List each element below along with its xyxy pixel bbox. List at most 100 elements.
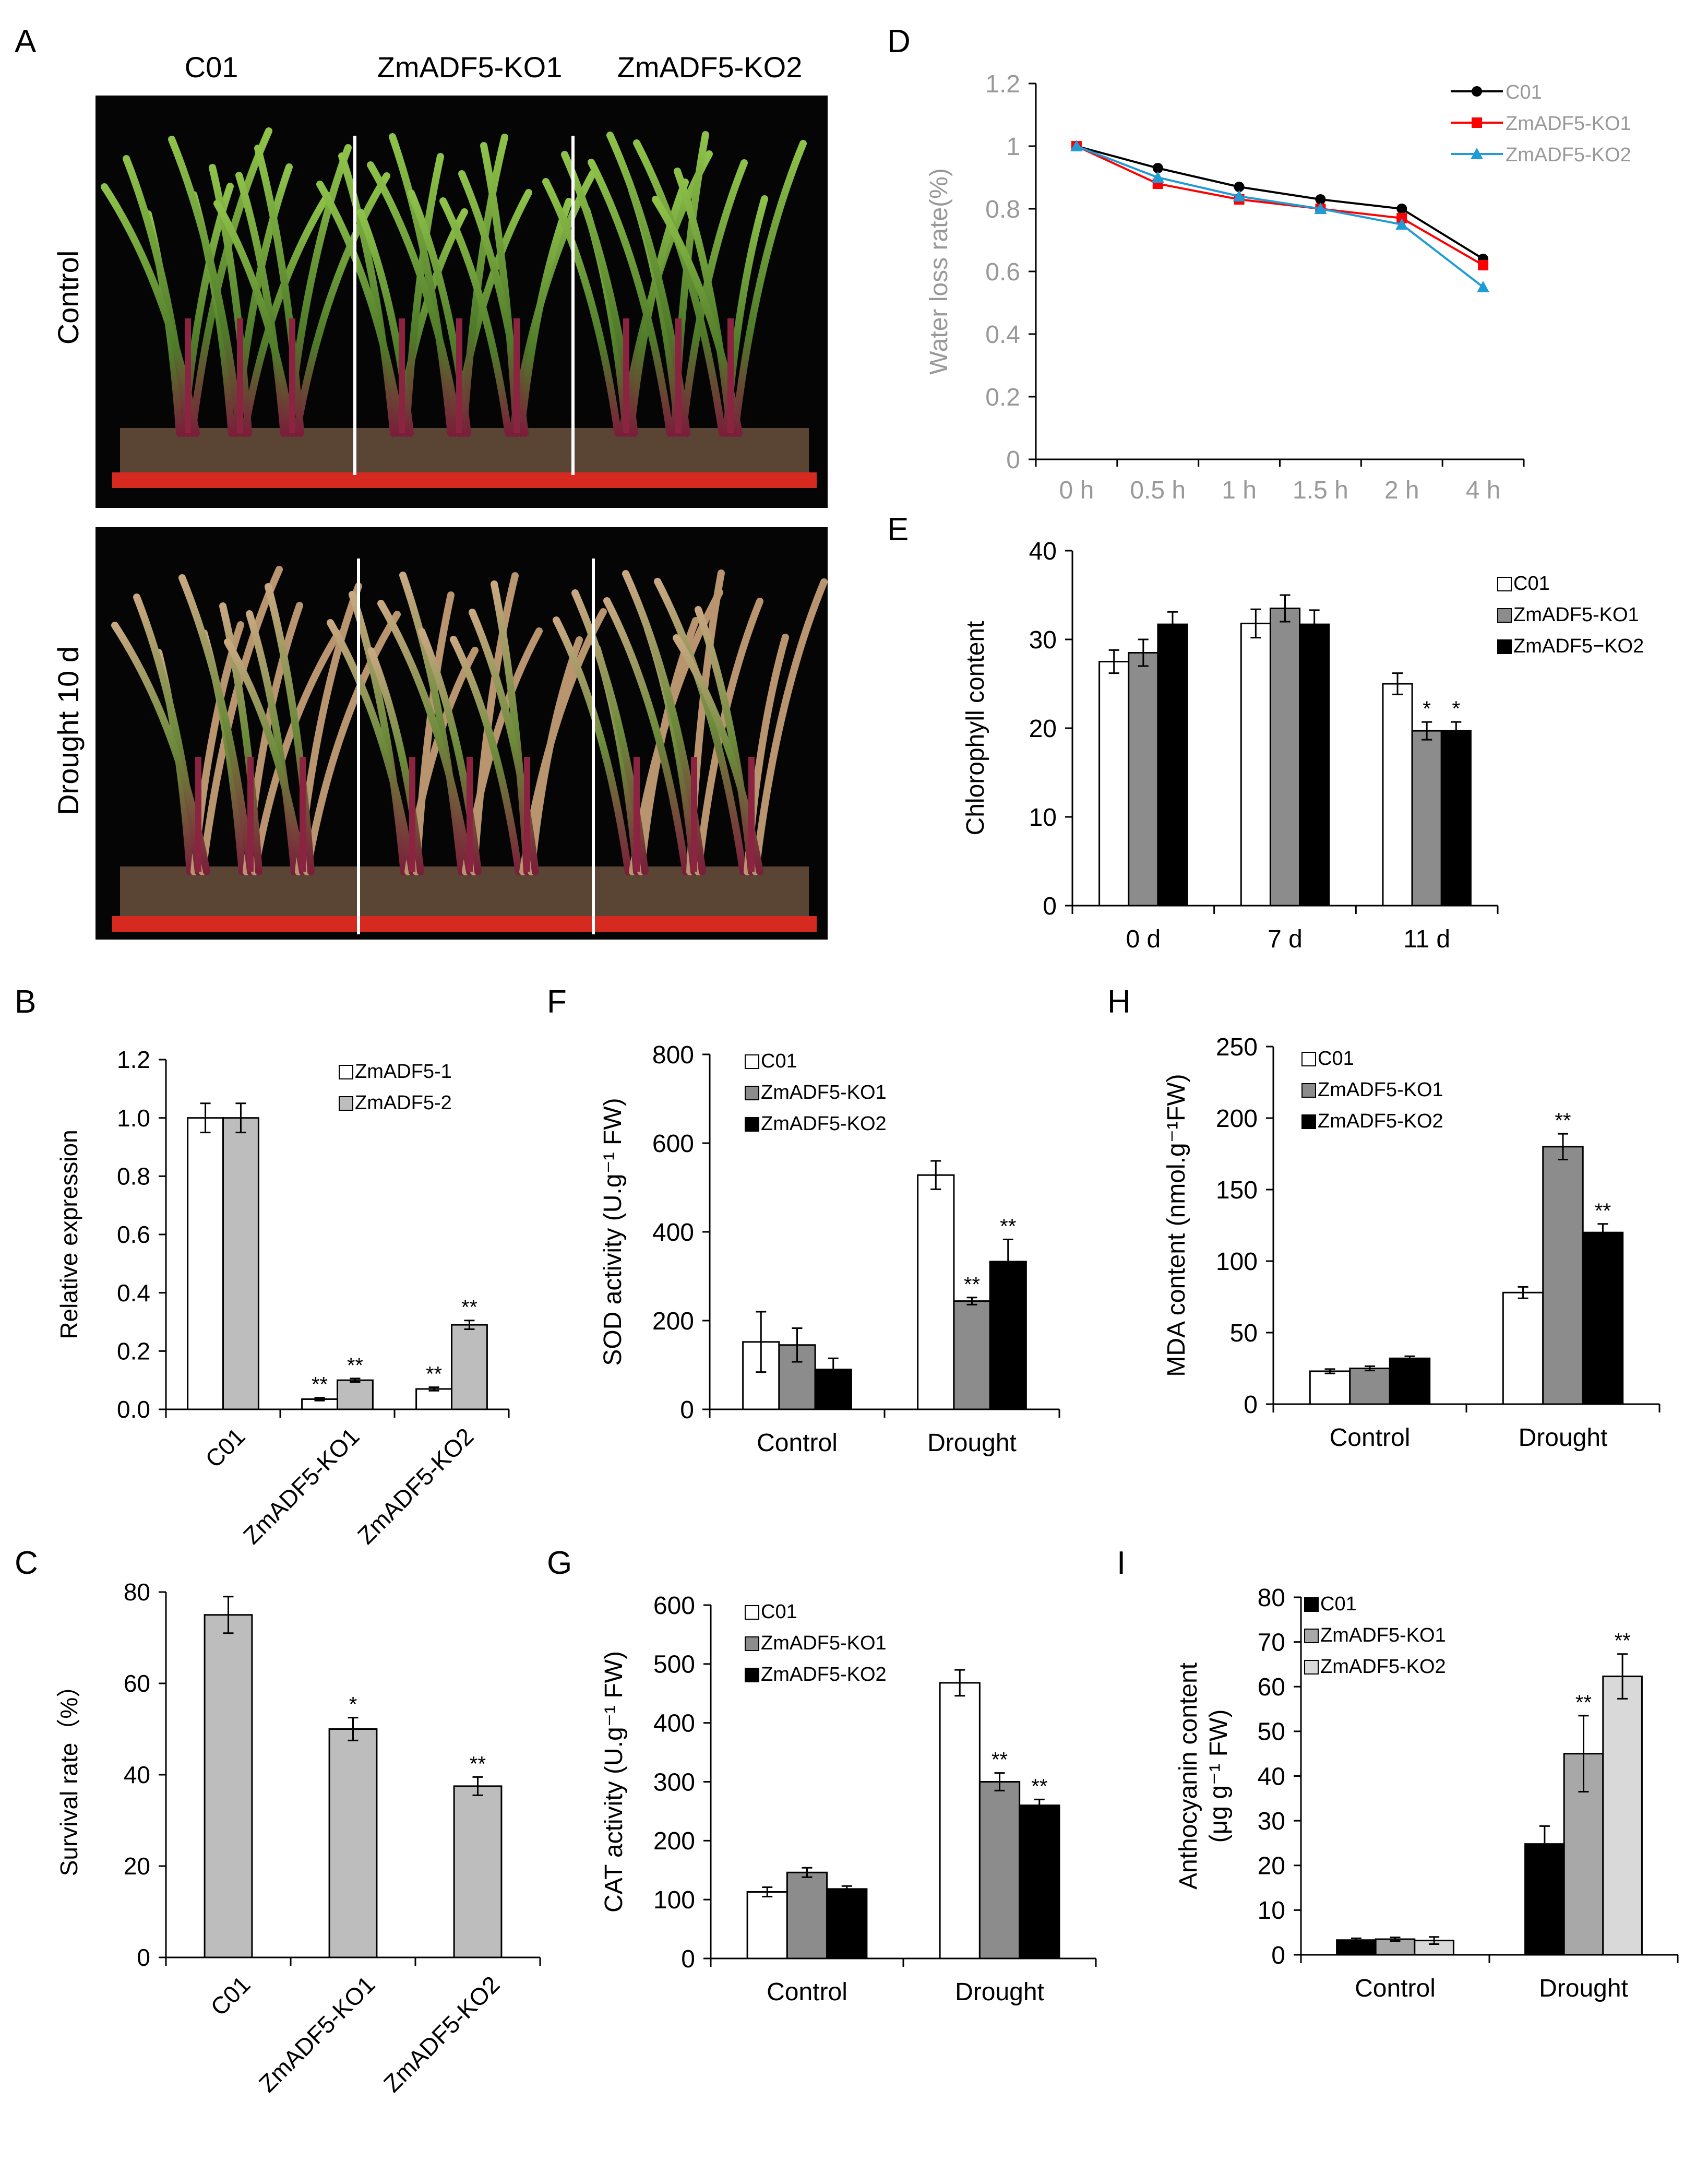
plant-leaf bbox=[219, 602, 262, 875]
legend-label: ZmADF5-KO1 bbox=[1320, 1624, 1446, 1646]
plant-leaf bbox=[731, 140, 807, 437]
x-tick-label: Control bbox=[767, 1978, 847, 2006]
control-photo bbox=[95, 96, 828, 508]
plant-leaf bbox=[188, 127, 272, 437]
x-tick-label: 11 d bbox=[1403, 925, 1450, 953]
plant-leaf bbox=[168, 136, 244, 437]
y-tick-label: 0.0 bbox=[117, 1396, 150, 1423]
legend-label: ZmADF5-KO1 bbox=[1506, 113, 1631, 135]
legend-swatch bbox=[745, 1086, 759, 1100]
significance-mark: * bbox=[349, 1693, 357, 1716]
panel-label-g: G bbox=[547, 1545, 572, 1581]
y-axis-label: Anthocyanin content bbox=[1175, 1663, 1202, 1890]
y-tick-label: 0.8 bbox=[985, 196, 1020, 223]
significance-mark: ** bbox=[347, 1354, 363, 1377]
bar bbox=[1602, 1676, 1643, 1956]
panel-label-d: D bbox=[887, 23, 911, 60]
plant-leaf bbox=[470, 572, 519, 875]
bar bbox=[1309, 1370, 1351, 1405]
data-point bbox=[1396, 204, 1407, 214]
drought-plants bbox=[111, 566, 828, 875]
control-plants bbox=[101, 127, 807, 437]
plant-leaf bbox=[209, 164, 252, 437]
plant-leaf bbox=[542, 178, 622, 437]
plant-leaf bbox=[654, 578, 747, 875]
x-tick-label: ZmADF5-KO1 bbox=[238, 1422, 365, 1549]
y-axis-label: (μg g⁻¹ FW) bbox=[1205, 1709, 1233, 1843]
x-tick-label: 0 d bbox=[1126, 925, 1161, 953]
y-tick-label: 0.4 bbox=[985, 321, 1020, 349]
legend-swatch bbox=[1304, 1597, 1319, 1612]
y-tick-label: 600 bbox=[653, 1592, 695, 1620]
plant-leaf bbox=[695, 598, 763, 875]
plant-leaf bbox=[199, 566, 283, 875]
plant-leaf bbox=[674, 168, 734, 437]
data-point bbox=[1315, 194, 1326, 205]
x-tick-label: 2 h bbox=[1384, 477, 1419, 504]
legend-label: ZmADF5-2 bbox=[355, 1092, 452, 1114]
series-line bbox=[1076, 145, 1484, 266]
y-tick-label: 0 bbox=[1271, 1942, 1285, 1969]
plant-leaf bbox=[133, 593, 202, 875]
plant-leaf bbox=[528, 636, 583, 875]
legend-swatch bbox=[1497, 577, 1512, 591]
legend-swatch bbox=[1497, 639, 1512, 654]
legend-swatch bbox=[339, 1096, 353, 1111]
y-tick-label: 300 bbox=[653, 1768, 695, 1796]
y-tick-label: 100 bbox=[653, 1886, 695, 1914]
significance-mark: ** bbox=[1575, 1691, 1592, 1714]
y-axis-label: Water loss rate(%) bbox=[925, 168, 953, 375]
y-tick-label: 1 bbox=[1006, 133, 1020, 161]
y-axis-label: MDA content (nmol.g⁻¹FW) bbox=[1163, 1074, 1190, 1376]
photo-column-label-c01: C01 bbox=[185, 51, 238, 84]
y-tick-label: 10 bbox=[1029, 804, 1057, 832]
y-tick-label: 500 bbox=[653, 1651, 695, 1679]
y-tick-label: 20 bbox=[124, 1853, 150, 1880]
y-tick-label: 250 bbox=[1216, 1034, 1258, 1061]
legend-swatch bbox=[745, 1636, 759, 1651]
significance-mark: * bbox=[1423, 697, 1431, 720]
y-tick-label: 10 bbox=[1258, 1897, 1285, 1925]
bar bbox=[939, 1682, 981, 1960]
plant-leaf bbox=[327, 619, 416, 875]
y-tick-label: 30 bbox=[1258, 1808, 1285, 1835]
plant-leaf bbox=[408, 189, 471, 437]
plant-leaf bbox=[603, 597, 689, 875]
significance-mark: ** bbox=[1595, 1200, 1611, 1222]
y-tick-label: 40 bbox=[1258, 1763, 1285, 1790]
y-tick-label: 60 bbox=[1258, 1673, 1285, 1701]
chart-h: 0 50 100 150 200 250 MDA content (nmol.g⁻¹FW) *… bbox=[1163, 1034, 1661, 1452]
plant-leaf bbox=[357, 209, 414, 437]
y-tick-label: 200 bbox=[653, 1827, 695, 1855]
legend-label: C01 bbox=[761, 1050, 797, 1072]
x-tick-label: 0 h bbox=[1059, 477, 1094, 504]
bar bbox=[1389, 1357, 1431, 1405]
plant-leaf bbox=[265, 583, 315, 875]
bar bbox=[1157, 623, 1188, 907]
y-tick-label: 1.2 bbox=[117, 1046, 150, 1073]
x-tick-label: C01 bbox=[200, 1422, 250, 1473]
bar bbox=[453, 1785, 503, 1958]
panel-label-f: F bbox=[547, 984, 567, 1020]
legend-label: ZmADF5-KO2 bbox=[761, 1664, 887, 1685]
x-tick-label: Drought bbox=[1519, 1424, 1608, 1452]
bar bbox=[1440, 730, 1472, 907]
significance-mark: ** bbox=[1031, 1775, 1047, 1798]
y-tick-label: 0 bbox=[680, 1396, 694, 1424]
y-tick-label: 1.0 bbox=[117, 1105, 150, 1132]
x-tick-label: Drought bbox=[927, 1429, 1017, 1457]
chart-d: 0 0.2 0.4 0.6 0.8 1 1.2 Water loss rate(%) 0 h 0.… bbox=[925, 70, 1631, 504]
bar bbox=[1542, 1146, 1584, 1405]
chart-f: 0 200 400 600 800 SOD activity (U.g⁻¹ FW) ** **… bbox=[599, 1041, 1060, 1457]
y-axis-label: Chlorophyll content bbox=[962, 621, 989, 836]
data-point bbox=[1070, 140, 1083, 151]
plant-leaf bbox=[399, 572, 465, 875]
legend-swatch bbox=[1304, 1660, 1319, 1675]
plant-leaf bbox=[553, 616, 632, 875]
y-tick-label: 0 bbox=[1244, 1391, 1258, 1419]
plant-leaf bbox=[588, 159, 674, 437]
bar bbox=[917, 1174, 955, 1410]
plant-leaf bbox=[633, 139, 726, 437]
legend-swatch bbox=[745, 1605, 759, 1620]
legend-label: C01 bbox=[1318, 1048, 1354, 1070]
